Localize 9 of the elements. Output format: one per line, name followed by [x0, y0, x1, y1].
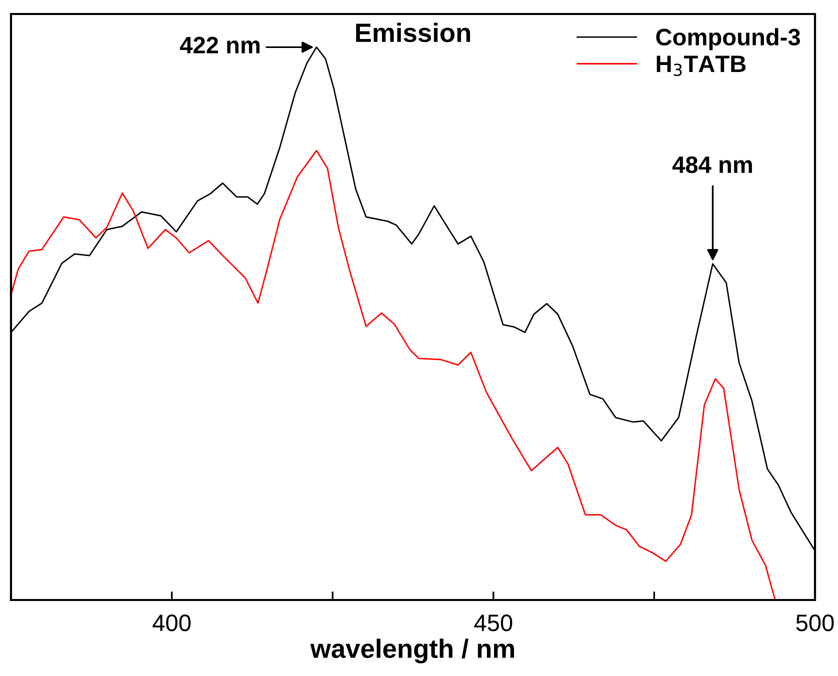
- x-tick-label: 400: [152, 614, 191, 632]
- chart-title: Emission: [356, 22, 470, 42]
- x-tick-label: 500: [796, 614, 834, 632]
- x-tick-label: 450: [474, 614, 512, 632]
- x-axis-title: wavelength / nm: [310, 638, 514, 664]
- annotation: 484 nm: [672, 156, 752, 174]
- annotation: 422 nm: [180, 36, 260, 54]
- legend-label: Compound-3: [656, 28, 800, 50]
- legend-label: H$_{3}$TATB: [656, 56, 746, 76]
